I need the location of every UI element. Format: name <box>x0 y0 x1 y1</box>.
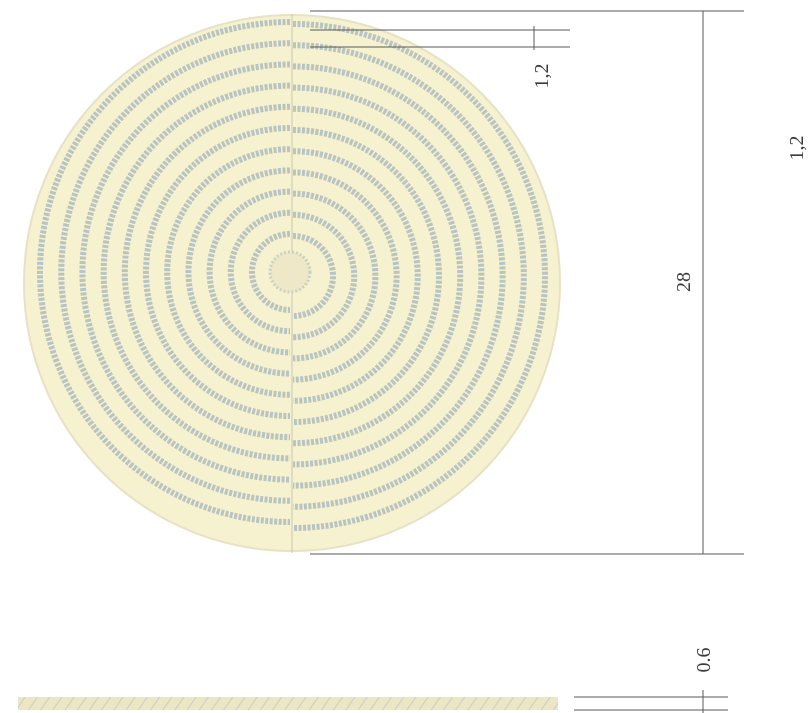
ring-groove-right <box>292 169 400 383</box>
side-spacing-label: 1,2 <box>786 136 808 161</box>
center-spot <box>268 250 312 294</box>
ring-groove-right <box>292 127 442 425</box>
groove-spacing-label: 1,2 <box>531 64 553 89</box>
ring-groove-right <box>292 233 336 319</box>
disc-side-view <box>18 690 728 713</box>
ring-groove-right <box>292 190 379 362</box>
ring-groove-left <box>185 167 291 377</box>
ring-grooves-right-half <box>292 21 548 531</box>
ring-groove-right <box>292 84 485 468</box>
ring-grooves-left-half <box>37 19 291 525</box>
ring-groove-left <box>206 188 291 356</box>
ring-groove-left <box>100 82 291 462</box>
side-view-hatching <box>18 697 558 710</box>
ring-groove-right <box>292 63 506 489</box>
ring-groove-left <box>249 231 291 313</box>
dimension-lines <box>310 10 744 555</box>
ring-groove-right <box>292 211 358 341</box>
disc-top-view <box>23 14 561 553</box>
ring-groove-left <box>121 103 291 441</box>
ring-groove-left <box>79 61 291 483</box>
ring-groove-right <box>292 42 527 510</box>
thickness-label: 0.6 <box>693 648 715 673</box>
dimension-labels: 1,2 1,2 28 0.6 <box>531 64 808 673</box>
diameter-label: 28 <box>673 272 695 292</box>
ring-groove-left <box>143 125 291 419</box>
ring-groove-right <box>292 148 421 404</box>
ring-groove-left <box>37 19 291 525</box>
ring-groove-left <box>227 209 291 335</box>
ring-groove-right <box>292 105 464 447</box>
ring-groove-right <box>292 21 548 531</box>
